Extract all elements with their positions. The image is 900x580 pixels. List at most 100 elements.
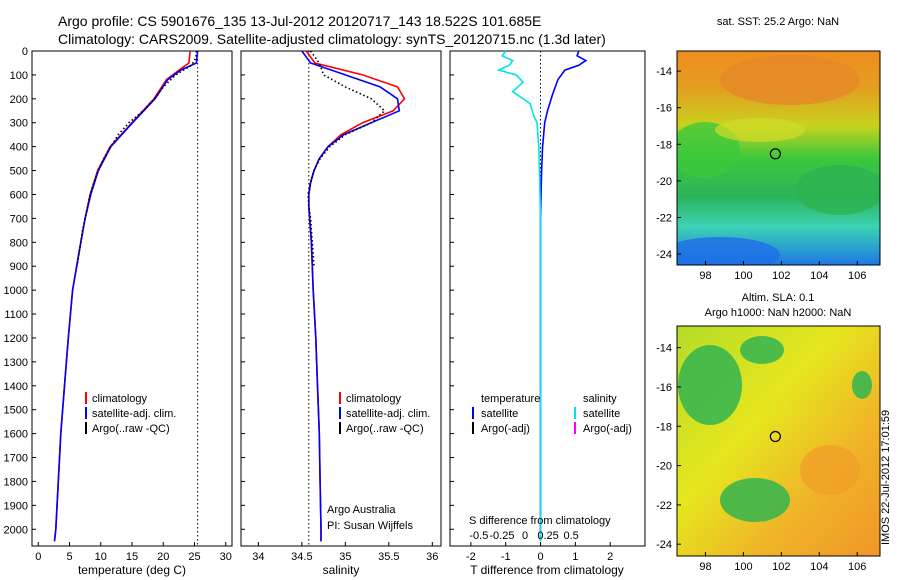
y-tick-label: 1000 <box>4 285 28 297</box>
sst-map-frame <box>676 50 881 266</box>
y-tick-label: 1400 <box>4 381 28 393</box>
low-anomaly <box>740 336 784 364</box>
y-tick-label: 900 <box>10 261 28 273</box>
y-tick-label: 1600 <box>4 429 28 441</box>
map-x-tick-label: 100 <box>734 270 752 282</box>
map-x-tick-label: 98 <box>699 270 711 282</box>
x-tick-label: 20 <box>157 551 169 563</box>
map-x-tick-label: 102 <box>772 561 790 573</box>
legend-label-satellite: satellite-adj. clim. <box>346 408 430 420</box>
map-x-tick-label: 100 <box>734 561 752 573</box>
low-anomaly <box>678 345 742 425</box>
x-tick-label: 25 <box>188 551 200 563</box>
s-diff-tick-label: -0.5 <box>469 530 488 542</box>
map-x-tick-label: 106 <box>848 270 866 282</box>
y-tick-label: 1700 <box>4 453 28 465</box>
difference-legend: temperature salinity satellite Argo(-adj… <box>469 393 632 527</box>
s-diff-tick-label: 0.25 <box>537 530 558 542</box>
x-tick-label: 34.5 <box>291 551 312 563</box>
green-patch <box>795 165 880 215</box>
y-tick-label: 1500 <box>4 405 28 417</box>
y-tick-label: 200 <box>10 94 28 106</box>
low-anomaly <box>852 371 872 399</box>
y-tick-label: 1800 <box>4 476 28 488</box>
series-salinity-satellite <box>496 50 542 542</box>
series-argo-raw-qc- <box>307 50 386 267</box>
series-temperature-satellite <box>539 50 588 542</box>
profile-location-marker <box>769 430 781 443</box>
map-y-tick-label: -22 <box>656 212 672 224</box>
s-diff-tick-label: -0.25 <box>489 530 514 542</box>
difference-axis-label: T difference from climatology <box>470 563 624 577</box>
low-anomaly <box>720 478 790 522</box>
map-y-tick-label: -24 <box>656 539 672 551</box>
map-x-tick-label: 98 <box>699 561 711 573</box>
map-y-tick-label: -18 <box>656 421 672 433</box>
map-x-tick-label: 106 <box>848 561 866 573</box>
x-tick-label: -2 <box>466 551 476 563</box>
map-y-tick-label: -16 <box>656 382 672 394</box>
x-tick-label: 5 <box>66 551 72 563</box>
y-tick-label: 1100 <box>4 309 28 321</box>
map-x-tick-label: 104 <box>810 561 828 573</box>
x-tick-label: 36 <box>426 551 438 563</box>
y-tick-label: 300 <box>10 118 28 130</box>
y-tick-label: 600 <box>10 189 28 201</box>
x-tick-label: 10 <box>95 551 107 563</box>
high-anomaly <box>800 445 860 495</box>
map-y-tick-label: -16 <box>656 103 672 115</box>
sla-map-subtitle: Argo h1000: NaN h2000: NaN <box>705 307 852 319</box>
legend-label-sal-argo: Argo(-adj) <box>583 423 632 435</box>
sst-map <box>677 51 880 265</box>
y-tick-label: 2000 <box>4 524 28 536</box>
legend-label-temp-argo: Argo(-adj) <box>481 423 530 435</box>
y-tick-label: 500 <box>10 166 28 178</box>
yellow-patch <box>715 118 805 142</box>
x-tick-label: 15 <box>126 551 138 563</box>
x-tick-label: 35 <box>339 551 351 563</box>
annotation-institution: Argo Australia <box>327 504 396 516</box>
sla-map <box>677 326 880 556</box>
map-y-tick-label: -14 <box>656 66 672 78</box>
s-diff-tick-label: 0.5 <box>564 530 579 542</box>
legend-header-salinity: salinity <box>583 393 617 405</box>
y-tick-label: 1300 <box>4 357 28 369</box>
series-argo-raw-qc- <box>76 50 198 267</box>
y-tick-label: 100 <box>10 70 28 82</box>
legend-label-argo: Argo(..raw -QC) <box>346 423 424 435</box>
series-climatology <box>53 50 191 542</box>
x-tick-label: 0 <box>537 551 543 563</box>
legend-header-temperature: temperature <box>481 393 540 405</box>
y-tick-label: 1200 <box>4 333 28 345</box>
x-tick-label: 1 <box>572 551 578 563</box>
annotation-pi: PI: Susan Wijffels <box>327 520 413 532</box>
difference-panel-frame <box>449 50 646 547</box>
legend-label-argo: Argo(..raw -QC) <box>92 423 170 435</box>
figure-title-line1: Argo profile: CS 5901676_135 13-Jul-2012… <box>58 13 542 29</box>
legend-label-climatology: climatology <box>92 393 148 405</box>
map-y-tick-label: -24 <box>656 249 672 261</box>
temperature-axis-label: temperature (deg C) <box>78 563 186 577</box>
map-x-tick-label: 104 <box>810 270 828 282</box>
temperature-panel-frame <box>31 50 233 547</box>
x-tick-label: -1 <box>501 551 511 563</box>
x-tick-label: 34 <box>252 551 264 563</box>
map-y-tick-label: -14 <box>656 343 672 355</box>
y-tick-label: 800 <box>10 237 28 249</box>
legend-label-satellite: satellite-adj. clim. <box>92 408 176 420</box>
figure-title-line2: Climatology: CARS2009. Satellite-adjuste… <box>58 31 606 47</box>
map-y-tick-label: -22 <box>656 500 672 512</box>
series-satellite-adj-clim- <box>301 50 401 542</box>
map-x-tick-label: 102 <box>772 270 790 282</box>
temperature-legend: climatology satellite-adj. clim. Argo(..… <box>85 392 176 435</box>
x-tick-label: 35.5 <box>378 551 399 563</box>
x-tick-label: 2 <box>607 551 613 563</box>
map-y-tick-label: -20 <box>656 176 672 188</box>
salinity-axis-label: salinity <box>323 563 360 577</box>
x-tick-label: 30 <box>220 551 232 563</box>
x-tick-label: 0 <box>35 551 41 563</box>
s-difference-label: S difference from climatology <box>469 515 611 527</box>
legend-label-temp-satellite: satellite <box>481 408 518 420</box>
warm-patch <box>720 55 860 105</box>
